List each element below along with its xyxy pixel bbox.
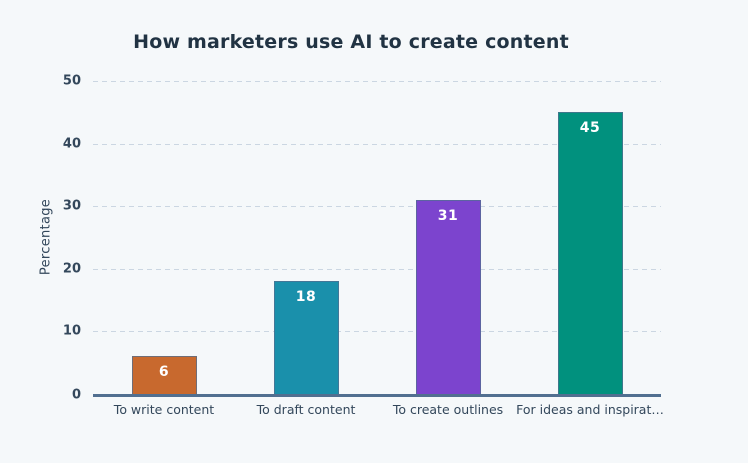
x-tick-label-to-draft-content: To draft content xyxy=(256,402,356,417)
bar-for-ideas-and-inspirat[interactable]: 45 xyxy=(557,112,623,394)
chart-title: How marketers use AI to create content xyxy=(133,31,569,53)
x-tick-label-to-write-content: To write content xyxy=(113,402,215,417)
y-tick-label-40: 40 xyxy=(62,136,81,152)
y-tick-label-30: 30 xyxy=(62,198,81,214)
y-tick-label-50: 50 xyxy=(62,73,81,89)
gridline-20 xyxy=(93,268,661,270)
x-tick-label-to-create-outlines: To create outlines xyxy=(392,402,504,417)
plot-area: 6 18 31 45 xyxy=(93,81,661,397)
bar-value-label: 18 xyxy=(295,289,317,306)
gridline-40 xyxy=(93,143,661,145)
bar-value-label: 45 xyxy=(579,120,601,137)
bar-value-label: 6 xyxy=(158,364,170,381)
x-tick-label-for-ideas-and-inspirat: For ideas and inspirat… xyxy=(516,402,664,417)
gridline-10 xyxy=(93,331,661,333)
bar-value-label: 31 xyxy=(437,207,459,224)
bar-to-create-outlines[interactable]: 31 xyxy=(415,199,481,394)
gridline-50 xyxy=(93,81,661,82)
gridline-30 xyxy=(93,206,661,208)
bar-to-draft-content[interactable]: 18 xyxy=(273,281,339,394)
y-tick-label-20: 20 xyxy=(62,261,81,277)
y-tick-label-0: 0 xyxy=(71,387,81,403)
y-tick-label-10: 10 xyxy=(62,323,81,339)
bar-to-write-content[interactable]: 6 xyxy=(131,356,197,394)
